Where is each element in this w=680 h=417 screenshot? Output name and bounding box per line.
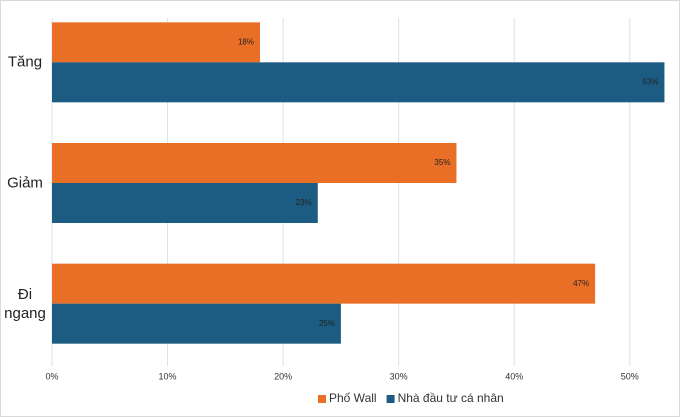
x-tick-label: 20% (274, 371, 292, 381)
value-label: 35% (434, 158, 450, 167)
bar (52, 62, 665, 103)
y-tick-label: Đi ngang (4, 285, 46, 322)
legend-swatch (318, 395, 326, 403)
value-label: 47% (573, 279, 589, 288)
legend-label: Nhà đầu tư cá nhân (398, 391, 504, 405)
value-label: 53% (642, 77, 658, 86)
bar (52, 303, 341, 344)
value-label: 25% (319, 319, 335, 328)
y-tick-label: Tăng (7, 53, 43, 71)
x-tick-label: 50% (621, 371, 639, 381)
value-label: 23% (296, 198, 312, 207)
x-tick-label: 0% (45, 371, 58, 381)
bar (52, 183, 318, 223)
y-tick-label: Giảm (7, 174, 43, 192)
x-tick-label: 30% (390, 371, 408, 381)
x-tick-label: 40% (505, 371, 523, 381)
x-tick-label: 10% (159, 371, 177, 381)
bar (52, 22, 260, 63)
bar (52, 143, 457, 183)
legend-label: Phố Wall (329, 391, 377, 405)
bar (52, 263, 596, 304)
value-label: 18% (238, 37, 254, 46)
legend-swatch (386, 395, 395, 403)
